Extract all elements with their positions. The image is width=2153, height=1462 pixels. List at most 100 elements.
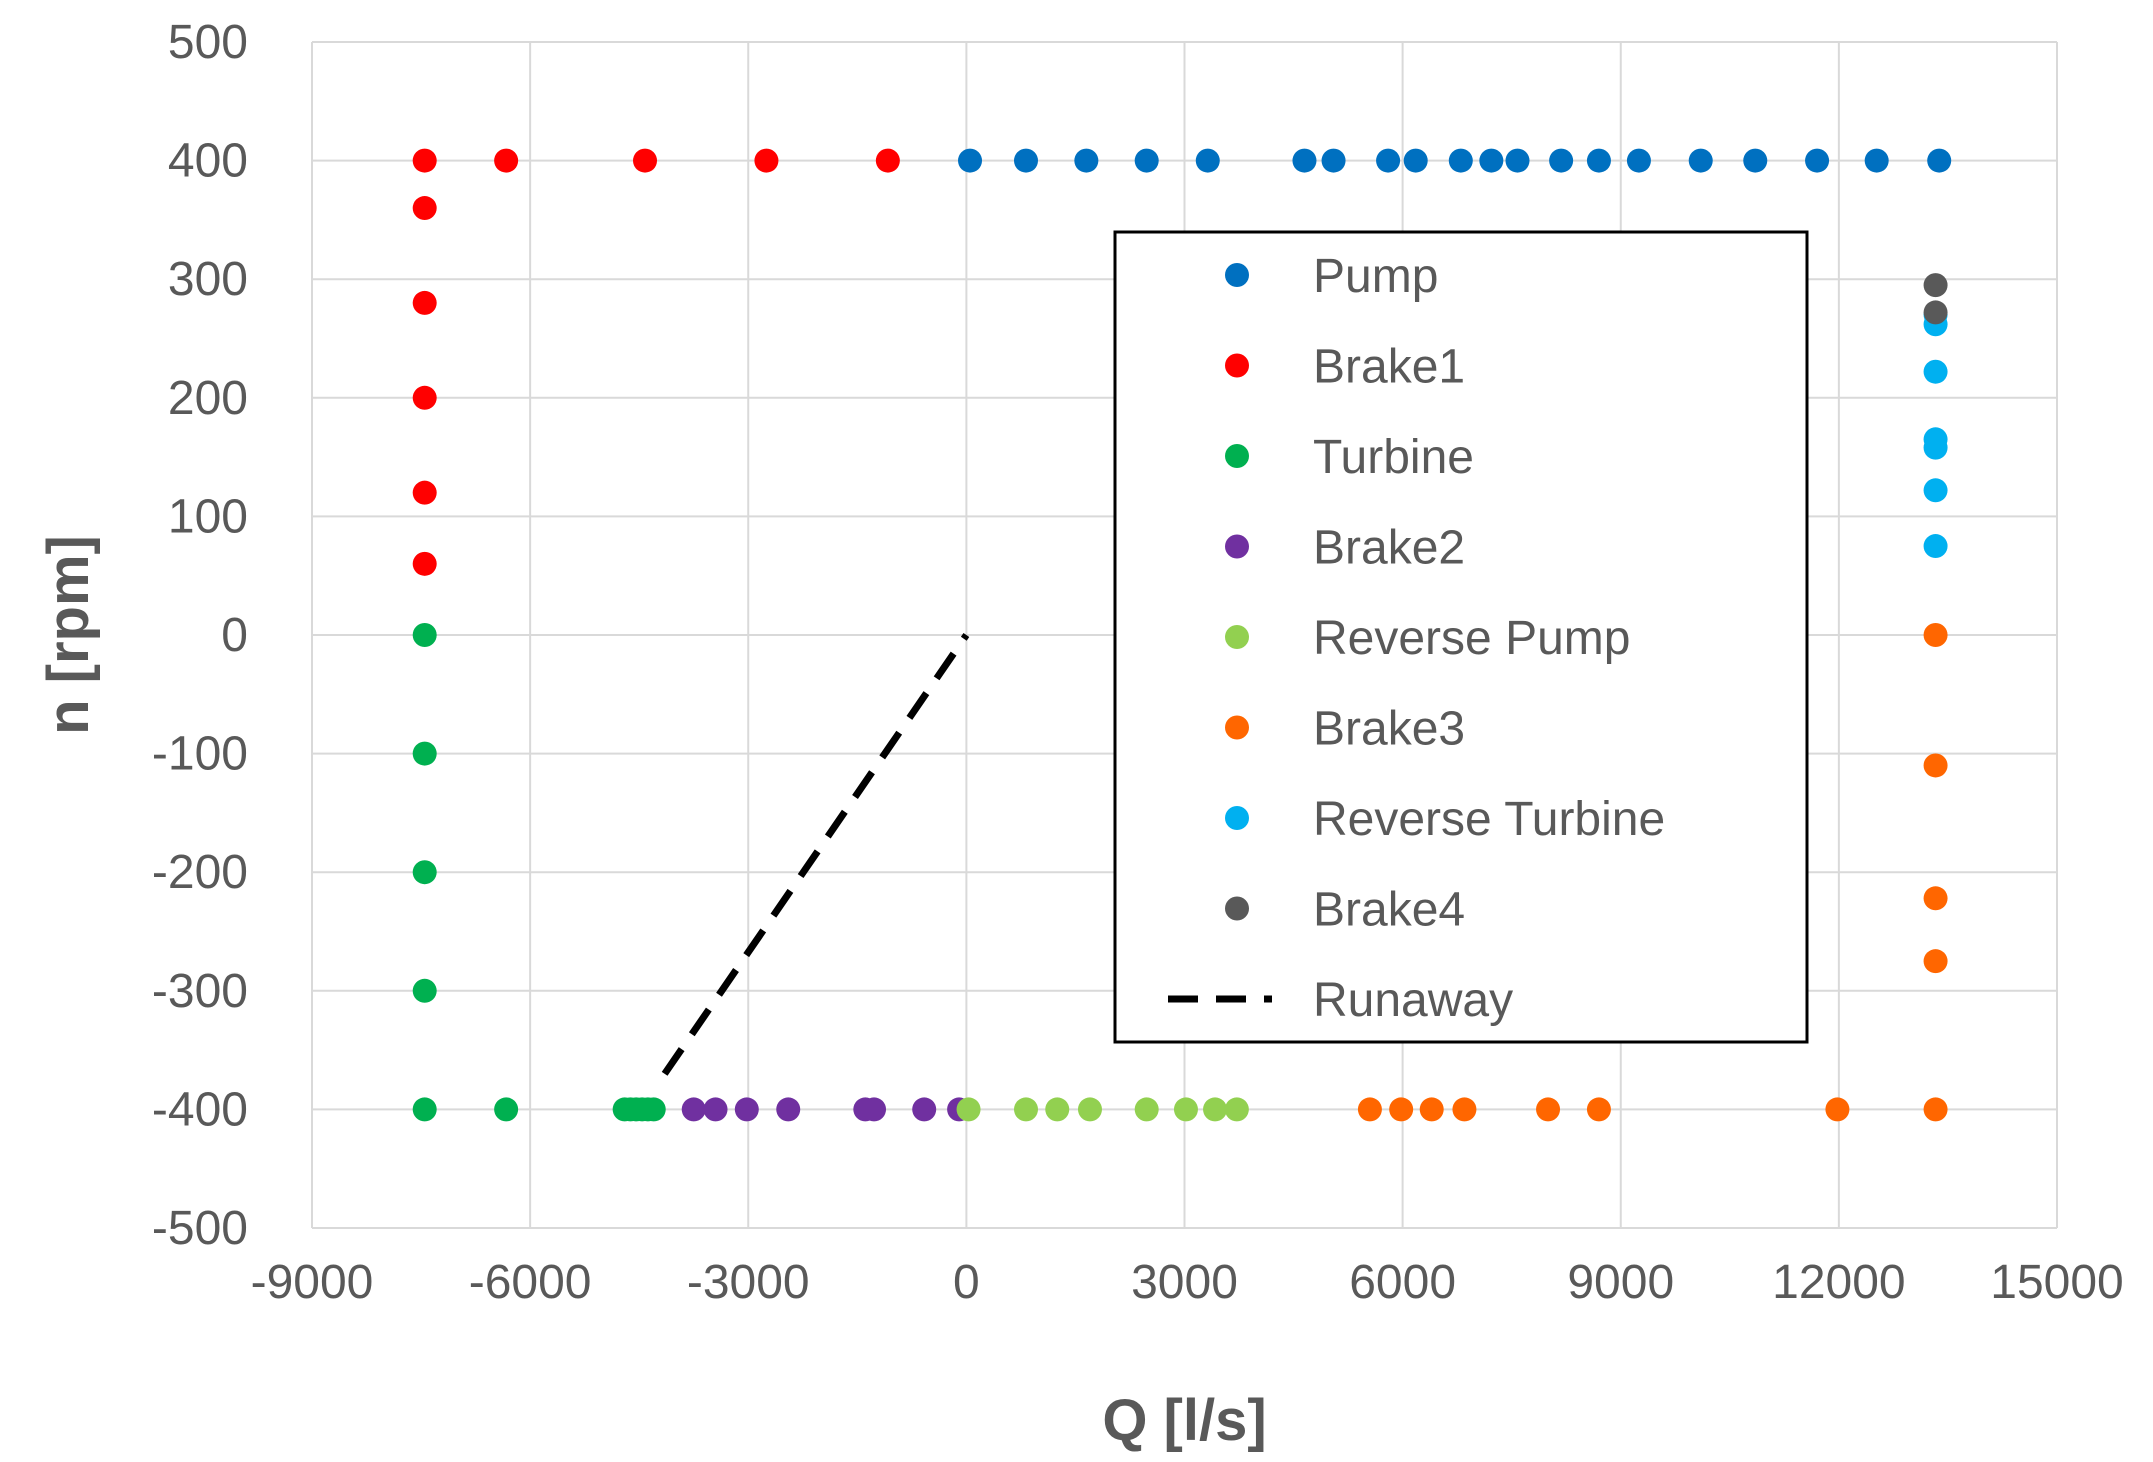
- x-tick-label: -9000: [251, 1256, 374, 1309]
- legend-label-brake1: Brake1: [1313, 341, 1465, 394]
- y-tick-labels: 500 400 300 200 100 0 -100 -200 -300 -400 -500: [152, 16, 248, 1255]
- reverse-turbine-point: [1923, 427, 1948, 452]
- legend-swatch-reverse-turbine: [1225, 806, 1249, 830]
- pump-point: [1479, 148, 1504, 173]
- reverse-pump-point: [1224, 1097, 1249, 1122]
- pump-point: [1927, 148, 1952, 173]
- pump-point: [1626, 148, 1651, 173]
- brake3-point: [1419, 1097, 1444, 1122]
- pump-point: [1864, 148, 1889, 173]
- brake1-point: [412, 551, 437, 576]
- pump-point: [1013, 148, 1038, 173]
- legend-swatch-turbine: [1225, 444, 1249, 468]
- brake2-point: [734, 1097, 759, 1122]
- x-tick-labels: -9000 -6000 -3000 0 3000 6000 9000 12000 15000: [251, 1256, 2124, 1309]
- reverse-turbine-point: [1923, 534, 1948, 559]
- pump-point: [1586, 148, 1611, 173]
- brake2-point: [912, 1097, 937, 1122]
- brake1-point: [494, 148, 519, 173]
- pump-point: [1403, 148, 1428, 173]
- brake3-point: [1357, 1097, 1382, 1122]
- brake1-point: [633, 148, 658, 173]
- pump-point: [1448, 148, 1473, 173]
- pump-point: [1505, 148, 1530, 173]
- brake1-point: [412, 196, 437, 221]
- y-tick-label: -100: [152, 728, 248, 781]
- turbine-point: [641, 1097, 666, 1122]
- y-tick-label: 500: [168, 16, 248, 69]
- brake3-point: [1923, 623, 1948, 647]
- brake3-point: [1389, 1097, 1414, 1122]
- x-tick-label: 3000: [1131, 1256, 1238, 1309]
- x-tick-label: -6000: [469, 1256, 592, 1309]
- pump-point: [1549, 148, 1574, 173]
- turbine-point: [494, 1097, 519, 1122]
- legend-label-brake4: Brake4: [1313, 884, 1465, 937]
- brake3-point: [1923, 886, 1948, 911]
- x-axis-title: Q [l/s]: [1102, 1388, 1266, 1453]
- pump-point: [1292, 148, 1317, 173]
- turbine-point: [412, 623, 437, 647]
- brake3-point: [1586, 1097, 1611, 1122]
- reverse-pump-point: [1045, 1097, 1070, 1122]
- brake4-point: [1923, 300, 1948, 325]
- brake3-point: [1923, 1097, 1948, 1122]
- x-tick-label: 15000: [1990, 1256, 2123, 1309]
- turbine-point: [412, 978, 437, 1003]
- pump-point: [1134, 148, 1159, 173]
- brake1-point: [412, 480, 437, 505]
- brake1-point: [412, 148, 437, 173]
- legend-swatch-pump: [1225, 263, 1249, 287]
- legend-label-reverse-pump: Reverse Pump: [1313, 612, 1630, 665]
- reverse-turbine-point: [1923, 359, 1948, 384]
- reverse-pump-point: [1013, 1097, 1038, 1122]
- y-tick-label: -500: [152, 1202, 248, 1255]
- brake2-point: [862, 1097, 887, 1122]
- brake3-point: [1923, 753, 1948, 778]
- legend-swatch-brake1: [1225, 353, 1249, 378]
- y-tick-label: 100: [168, 490, 248, 543]
- reverse-pump-point: [1134, 1097, 1159, 1122]
- brake1-point: [875, 148, 900, 173]
- data-series: [412, 148, 1952, 1122]
- pump-point: [1074, 148, 1099, 173]
- legend-swatch-brake3: [1225, 715, 1249, 740]
- reverse-pump-point: [1173, 1097, 1198, 1122]
- legend-label-brake2: Brake2: [1313, 522, 1465, 575]
- brake1-point: [412, 290, 437, 315]
- brake3-point: [1536, 1097, 1561, 1122]
- y-tick-label: 400: [168, 135, 248, 188]
- turbine-point: [412, 1097, 437, 1122]
- x-tick-label: 12000: [1772, 1256, 1905, 1309]
- y-tick-label: 300: [168, 253, 248, 306]
- turbine-point: [412, 741, 437, 766]
- legend-label-turbine: Turbine: [1313, 431, 1474, 484]
- legend-label-runaway: Runaway: [1313, 974, 1513, 1027]
- reverse-pump-point: [956, 1097, 981, 1122]
- legend-label-reverse-turbine: Reverse Turbine: [1313, 793, 1665, 846]
- pump-point: [1321, 148, 1346, 173]
- pump-point: [1195, 148, 1220, 173]
- legend-label-pump: Pump: [1313, 250, 1438, 303]
- pump-point: [1376, 148, 1401, 173]
- reverse-pump-point: [1203, 1097, 1228, 1122]
- pump-point: [958, 148, 983, 173]
- brake2-point: [703, 1097, 728, 1122]
- x-tick-label: -3000: [687, 1256, 810, 1309]
- pump-point: [1805, 148, 1830, 173]
- legend-label-brake3: Brake3: [1313, 703, 1465, 756]
- x-tick-label: 9000: [1567, 1256, 1674, 1309]
- legend-swatch-reverse-pump: [1225, 625, 1249, 649]
- legend-swatch-brake2: [1225, 534, 1249, 559]
- brake1-point: [754, 148, 779, 173]
- y-tick-label: -200: [152, 846, 248, 899]
- reverse-turbine-point: [1923, 478, 1948, 503]
- y-tick-label: 0: [221, 609, 248, 662]
- x-tick-label: 0: [953, 1256, 980, 1309]
- brake3-point: [1923, 949, 1948, 974]
- brake1-point: [412, 385, 437, 410]
- brake2-point: [681, 1097, 706, 1122]
- pump-point: [1688, 148, 1713, 173]
